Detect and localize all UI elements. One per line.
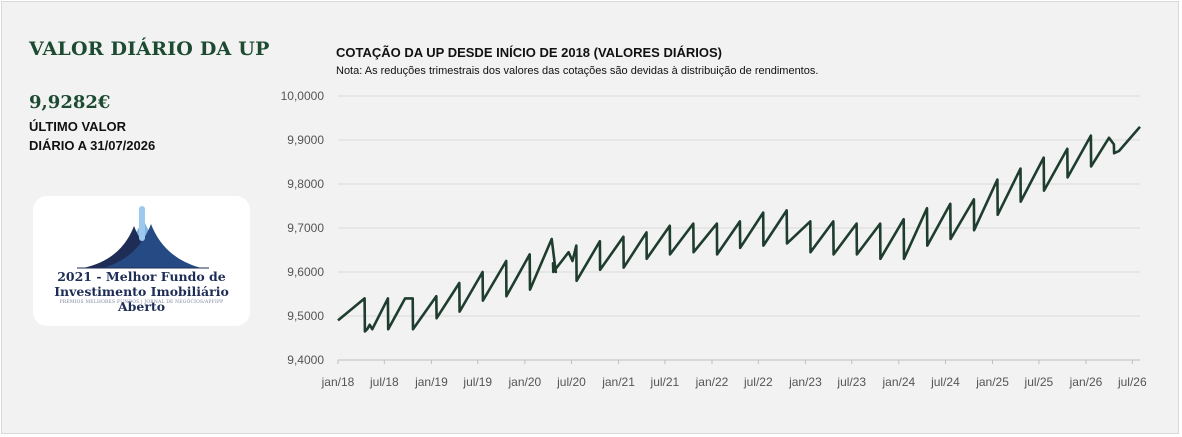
award-badge: 2021 - Melhor Fundo de Investimento Imob… [33,196,250,326]
x-tick-label: jul/26 [1117,375,1147,389]
x-tick-label: jan/26 [1069,375,1103,389]
y-tick-label: 9,8000 [287,177,324,191]
x-tick-label: jul/23 [836,375,866,389]
latest-value-caption-line2: DIÁRIO A 31/07/2026 [29,138,156,153]
line-chart: 9,4000 9,5000 9,6000 9,7000 9,8000 9,9000 10,0… [281,89,1147,389]
x-tick-label: jul/24 [930,375,960,389]
y-axis-ticks: 9,4000 9,5000 9,6000 9,7000 9,8000 9,9000 10,0… [281,89,325,367]
y-tick-label: 9,9000 [287,133,324,147]
latest-value-caption-line1: ÚLTIMO VALOR [29,119,127,134]
x-tick-label: jul/25 [1024,375,1054,389]
x-tick-label: jan/23 [788,375,822,389]
x-tick-label: jul/22 [743,375,773,389]
x-tick-label: jan/21 [601,375,635,389]
y-tick-label: 10,0000 [281,89,325,103]
chart-series [337,125,1141,333]
x-tick-label: jul/21 [650,375,680,389]
x-tick-label: jan/18 [321,375,355,389]
section-title: VALOR DIÁRIO DA UP [29,38,270,60]
y-tick-label: 9,6000 [287,265,324,279]
y-tick-label: 9,5000 [287,309,324,323]
x-tick-label: jul/18 [369,375,399,389]
x-tick-label: jan/20 [508,375,542,389]
x-tick-label: jul/20 [556,375,586,389]
x-tick-label: jan/19 [414,375,448,389]
y-tick-label: 9,4000 [287,353,324,367]
award-source: PRÉMIOS MELHORES FUNDOS | JORNAL DE NEGÓ… [59,300,224,305]
y-tick-label: 9,7000 [287,221,324,235]
x-tick-label: jul/19 [462,375,492,389]
x-tick-label: jan/25 [975,375,1009,389]
x-tick-label: jan/22 [695,375,729,389]
x-tick-label: jan/24 [882,375,916,389]
chart-title: COTAÇÃO DA UP DESDE INÍCIO DE 2018 (VALO… [336,45,722,60]
fund-award-logo-icon [77,206,209,269]
latest-value: 9,9282€ [29,92,111,113]
award-title-line1: 2021 - Melhor Fundo de [57,269,226,284]
award-title-line2: Investimento Imobiliário Aberto [54,284,229,314]
chart-note: Nota: As reduções trimestrais dos valore… [336,65,819,77]
series-line [337,125,1141,333]
x-axis-ticks: jan/18 jul/18 jan/19 jul/19 jan/20 jul/20 jan/… [321,360,1147,389]
